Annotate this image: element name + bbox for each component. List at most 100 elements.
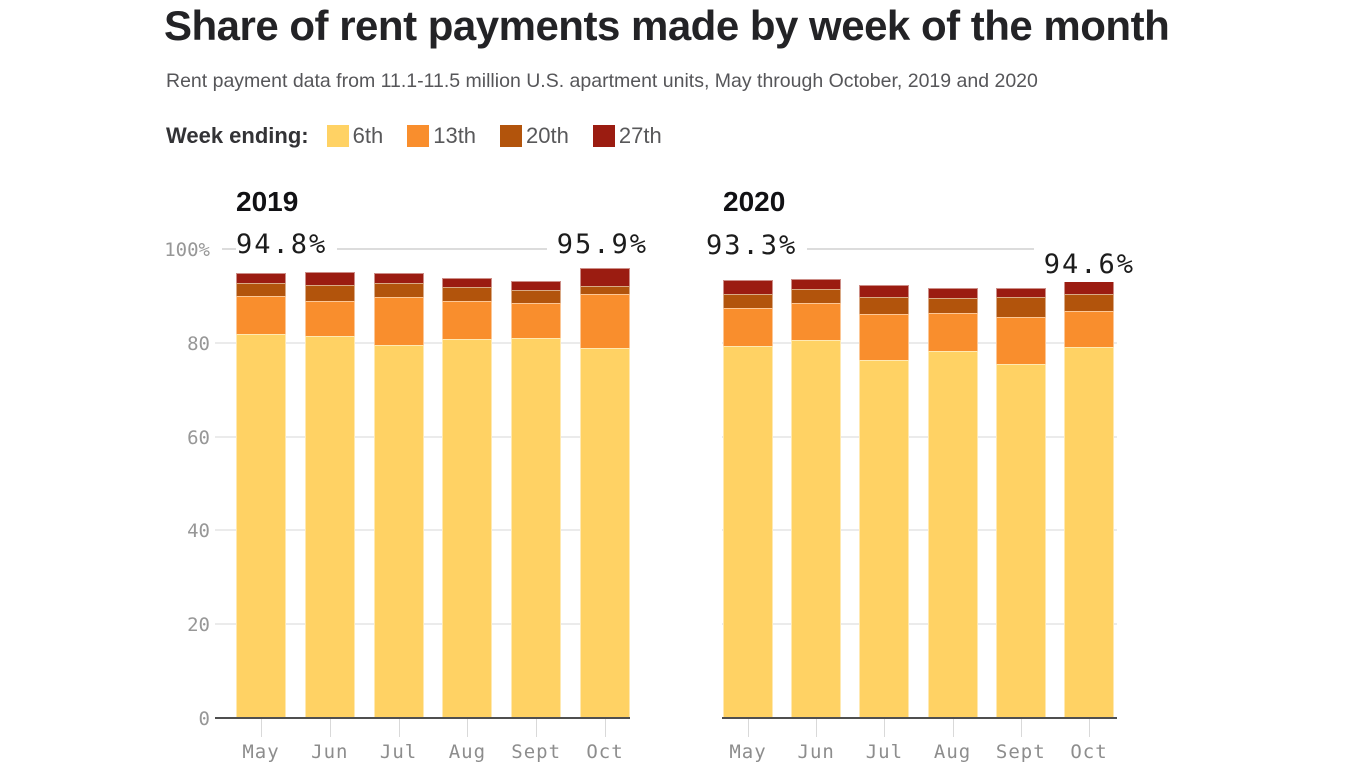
chart-title: Share of rent payments made by week of t… [164, 2, 1170, 49]
bar-segment-2020-may-6th [723, 345, 773, 718]
bar-segment-2020-jun-13th [791, 302, 842, 340]
bar-segment-2019-aug-6th [442, 339, 493, 718]
y-axis-label-100: 100% [164, 239, 210, 261]
x-axis-label-2020-jul: Jul [865, 741, 904, 763]
gridline-20-2020 [722, 623, 1117, 626]
x-tick-2020-oct [1089, 718, 1090, 737]
x-axis-label-2019-sept: Sept [511, 741, 562, 763]
bar-segment-2019-jun-6th [304, 335, 355, 718]
bar-segment-2020-sept-20th [995, 297, 1046, 317]
gridline-60-2020 [722, 435, 1117, 438]
bar-segment-2019-jun-20th [304, 285, 355, 301]
x-tick-2019-jun [329, 718, 331, 737]
bar-segment-2019-sept-27th [511, 281, 562, 290]
legend-item-13th: 13th [407, 123, 476, 149]
x-tick-2019-sept [536, 718, 538, 737]
chart-subtitle: Rent payment data from 11.1-11.5 million… [166, 70, 1038, 92]
bar-segment-2019-jul-13th [373, 297, 424, 345]
legend-item-label: 20th [526, 123, 569, 148]
bar-segment-2020-aug-13th [927, 313, 978, 352]
bar-segment-2019-jun-27th [304, 272, 355, 286]
bar-segment-2019-jul-6th [373, 344, 424, 718]
legend-swatch-6th [326, 125, 349, 147]
bar-segment-2020-oct-20th [1064, 293, 1114, 312]
legend-item-27th: 27th [592, 123, 662, 149]
bar-segment-2020-aug-27th [927, 288, 978, 299]
gridline-100-2019 [222, 248, 630, 250]
x-tick-2019-may [261, 718, 262, 737]
x-tick-2019-aug [467, 718, 469, 737]
panel-title-2019: 2019 [236, 186, 299, 217]
bar-segment-2020-aug-20th [927, 298, 978, 314]
bar-segment-2020-sept-6th [995, 363, 1046, 718]
bar-segment-2019-jul-27th [373, 272, 424, 283]
bar-segment-2019-oct-20th [580, 286, 630, 295]
gridline-40-2020 [722, 529, 1117, 532]
x-tick-2020-aug [952, 718, 954, 737]
bar-segment-2020-may-27th [723, 280, 773, 295]
bar-segment-2019-may-20th [236, 283, 286, 297]
annotation-2020-may: 93.3% [706, 229, 808, 263]
bar-segment-2019-may-6th [236, 334, 286, 718]
bar-segment-2020-jul-20th [859, 296, 910, 314]
x-axis-label-2019-may: May [242, 741, 280, 763]
x-tick-2019-oct [605, 718, 606, 737]
y-axis-label-60: 60 [187, 426, 210, 449]
legend: Week ending: 6th 13th 20th 27th [166, 122, 662, 150]
bar-segment-2020-jul-6th [859, 359, 910, 718]
annotation-2019-may: 94.8% [236, 228, 338, 262]
bar-segment-2020-jun-6th [791, 339, 842, 718]
gridline-100-2020 [722, 248, 1117, 250]
legend-item-label: 13th [433, 123, 477, 148]
gridline-80-2020 [722, 341, 1117, 344]
x-axis-label-2020-may: May [729, 741, 767, 763]
bar-segment-2019-sept-20th [511, 289, 562, 304]
bar-segment-2019-jun-13th [304, 300, 355, 336]
bar-segment-2019-sept-6th [511, 338, 562, 718]
bar-segment-2020-sept-27th [995, 287, 1046, 298]
panel-title-2020: 2020 [723, 186, 786, 217]
legend-title: Week ending: [166, 123, 309, 148]
annotation-2020-oct: 94.6% [1033, 248, 1135, 282]
legend-item-label: 6th [352, 123, 384, 148]
bar-segment-2020-may-13th [723, 307, 773, 346]
x-axis-line-2020 [722, 717, 1117, 719]
bar-segment-2020-oct-6th [1064, 347, 1114, 718]
y-axis-label-80: 80 [187, 332, 210, 355]
x-tick-2020-sept [1020, 718, 1022, 737]
x-axis-label-2019-jul: Jul [379, 741, 418, 763]
x-tick-2020-jul [884, 718, 886, 737]
bar-segment-2019-aug-13th [442, 301, 493, 340]
legend-swatch-27th [592, 125, 615, 147]
x-axis-label-2019-jun: Jun [311, 741, 349, 763]
bar-segment-2019-may-27th [236, 273, 286, 284]
x-axis-line-2019 [215, 717, 630, 719]
x-axis-label-2020-jun: Jun [797, 741, 835, 763]
legend-swatch-20th [500, 125, 523, 147]
bar-segment-2019-aug-20th [442, 287, 493, 302]
y-axis-label-0: 0 [198, 708, 210, 730]
legend-item-6th: 6th [326, 123, 384, 149]
bar-segment-2019-oct-13th [580, 294, 630, 349]
x-axis-label-2020-sept: Sept [995, 741, 1046, 763]
annotation-2019-oct: 95.9% [546, 228, 648, 262]
bar-segment-2020-jun-20th [791, 289, 842, 303]
x-axis-label-2020-aug: Aug [933, 741, 972, 763]
x-tick-2020-may [748, 718, 749, 737]
bar-segment-2020-jul-27th [859, 284, 910, 297]
bar-segment-2019-jul-20th [373, 282, 424, 298]
bar-segment-2019-may-13th [236, 296, 286, 335]
x-axis-label-2019-aug: Aug [448, 741, 487, 763]
bar-segment-2020-jul-13th [859, 313, 910, 360]
bar-segment-2020-sept-13th [995, 317, 1046, 364]
legend-item-label: 27th [618, 123, 662, 148]
x-tick-2019-jul [398, 718, 400, 737]
bar-segment-2020-jun-27th [791, 279, 842, 290]
x-tick-2020-jun [816, 718, 818, 737]
x-axis-label-2019-oct: Oct [586, 741, 624, 763]
y-axis-label-20: 20 [187, 614, 210, 637]
bar-segment-2020-aug-6th [927, 351, 978, 718]
bar-segment-2020-may-20th [723, 294, 773, 308]
legend-swatch-13th [407, 125, 430, 147]
